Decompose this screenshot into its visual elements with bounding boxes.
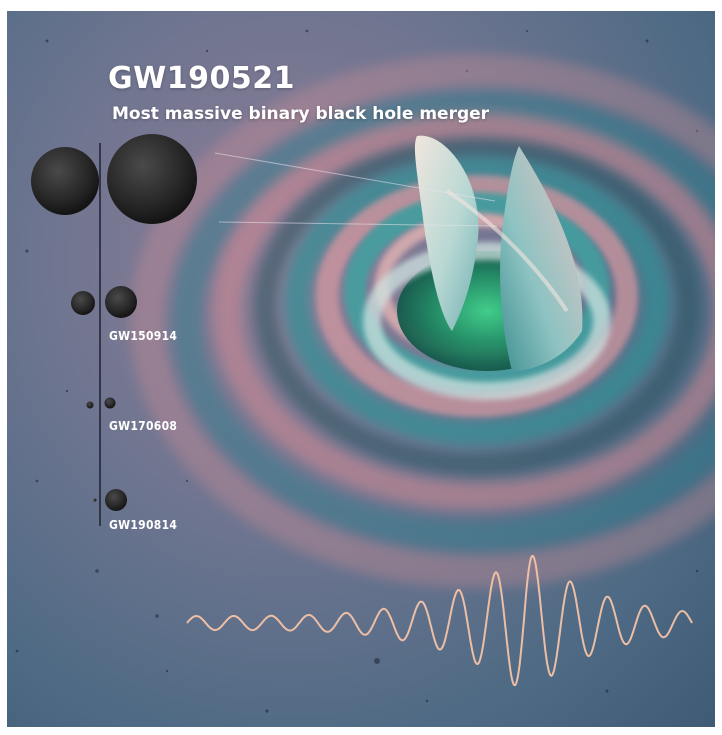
merger-core [363,135,611,400]
illustration-frame: GW190521 Most massive binary black hole … [7,11,715,727]
event-label-gw190814: GW190814 [109,518,178,532]
pointer-lines [214,152,498,227]
gw170608-pair [86,397,116,409]
event-subtitle: Most massive binary black hole merger [112,104,490,124]
waveform-signal [186,554,693,687]
event-label-gw150914: GW150914 [109,329,178,343]
event-title: GW190521 [108,61,295,96]
black-hole-pairs [31,134,197,511]
gw150914-pair [71,286,137,318]
gw190814-pair [93,489,127,511]
event-label-gw170608: GW170608 [109,419,178,433]
merger-artwork [15,29,715,713]
gw190521-pair [31,134,197,224]
